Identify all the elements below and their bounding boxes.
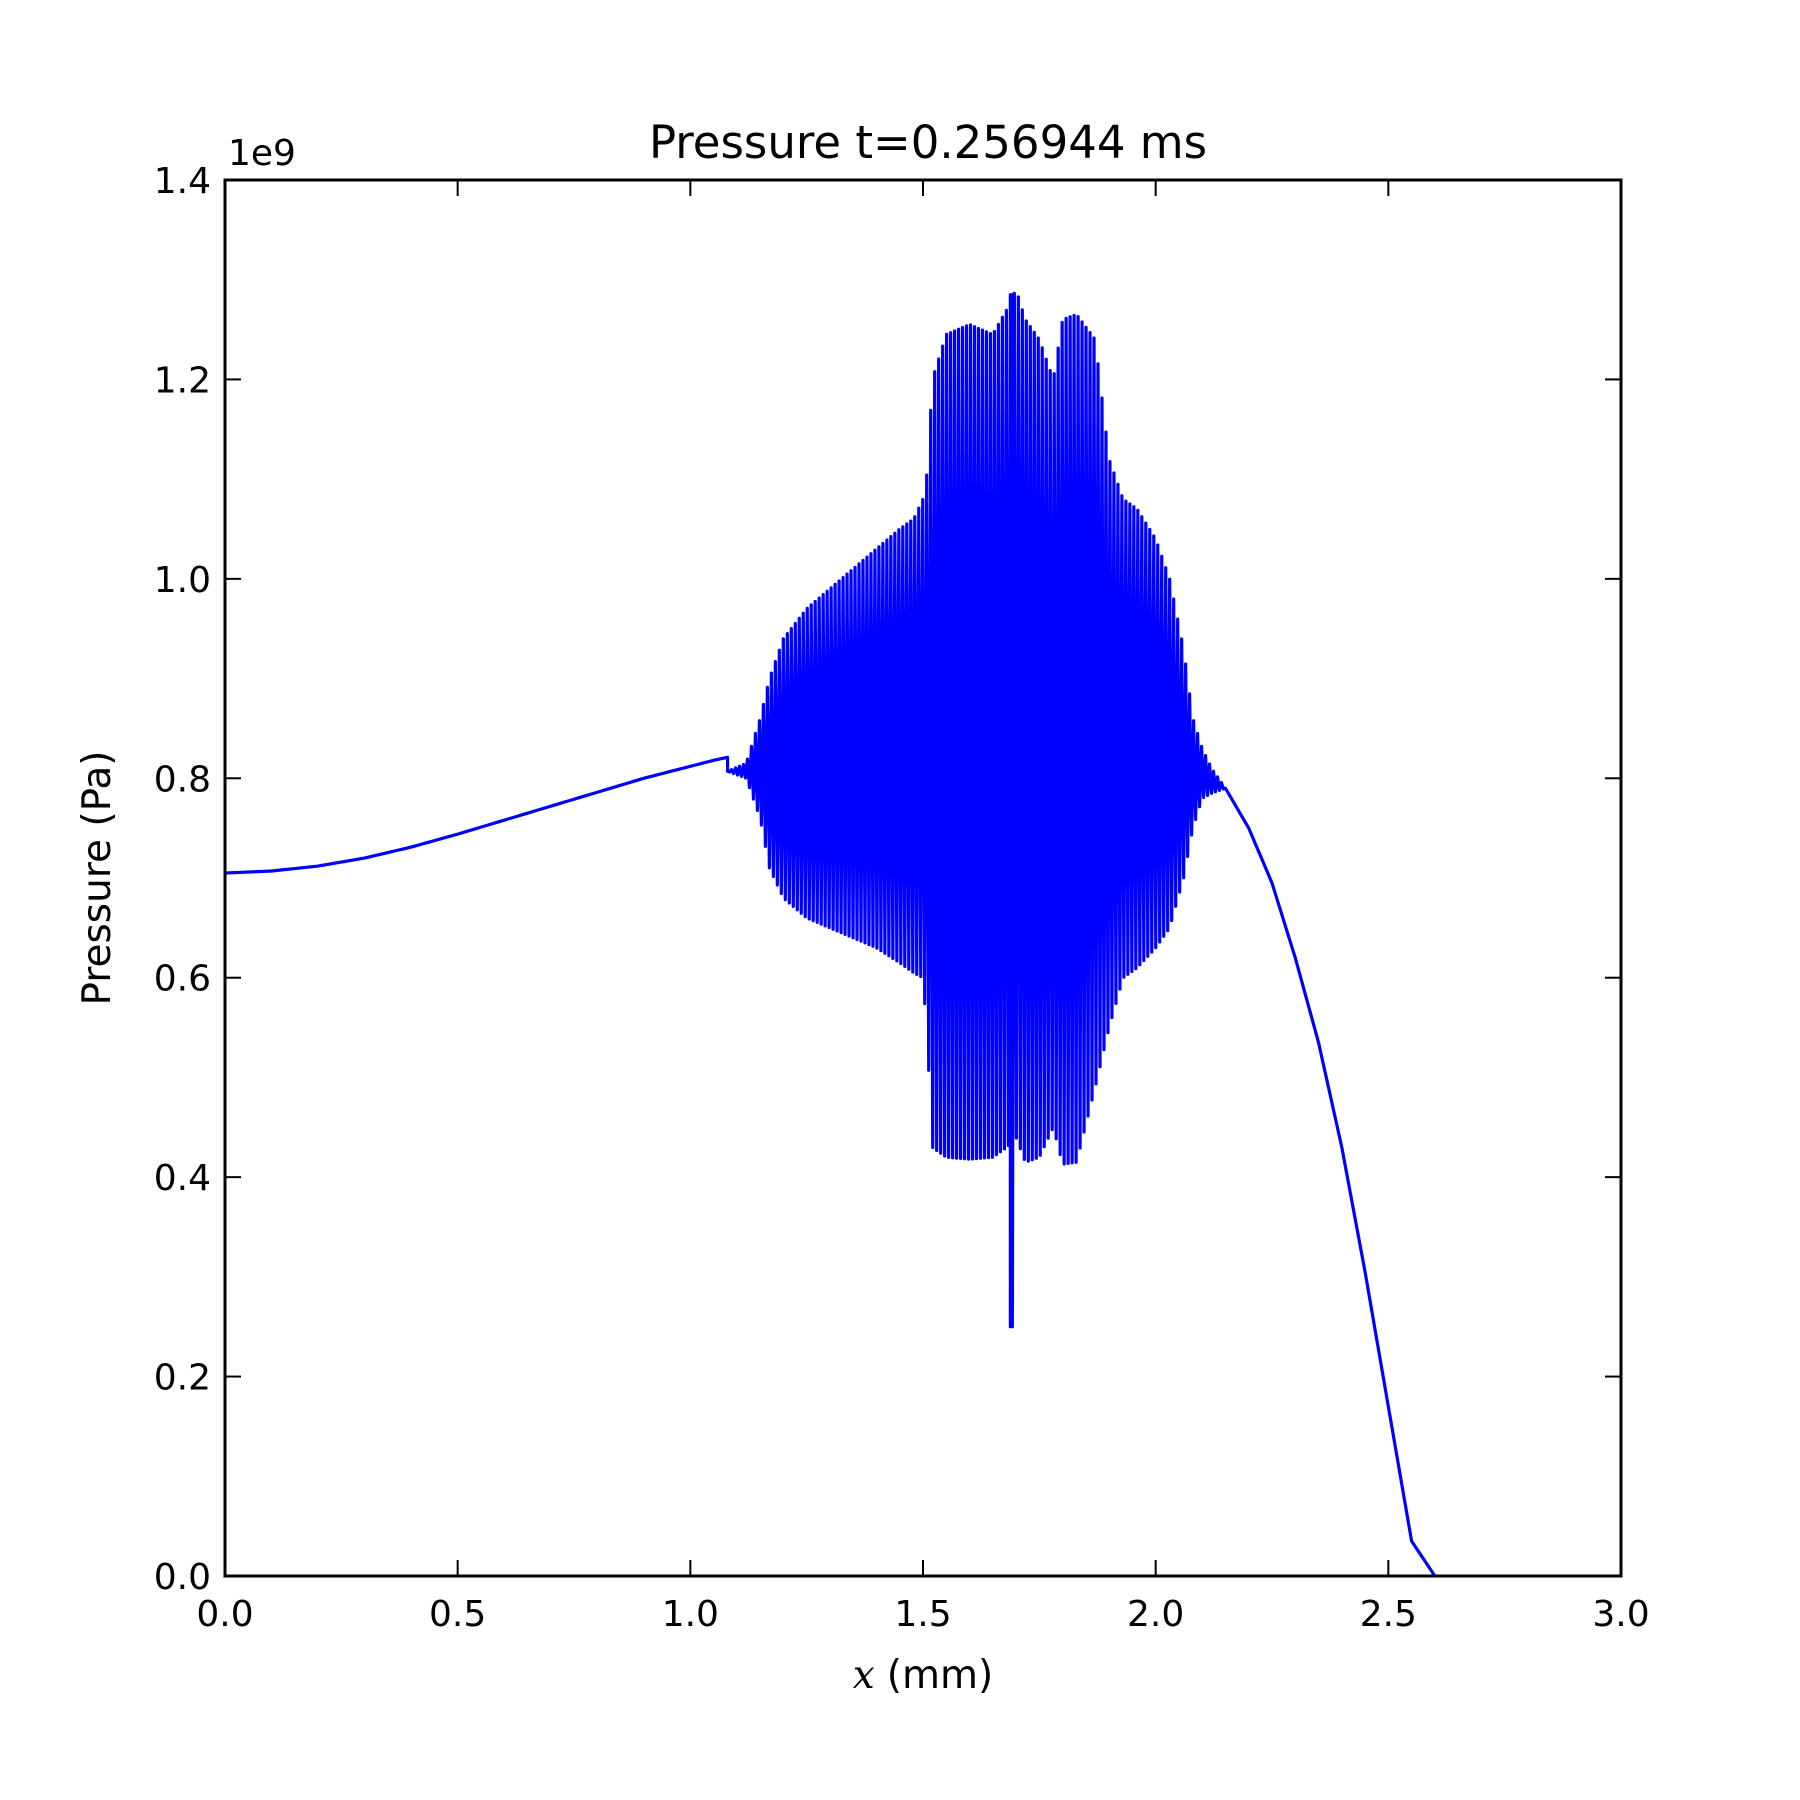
- x-tick-labels: 0.0 0.5 1.0 1.5 2.0 2.5 3.0: [196, 1594, 1649, 1635]
- pressure-series-line: [225, 291, 1438, 1576]
- y-tick-label: 0.4: [154, 1158, 211, 1199]
- chart-title: Pressure t=0.256944 ms: [649, 116, 1207, 169]
- x-tick-label: 0.5: [429, 1594, 486, 1635]
- y-tick-label: 0.8: [154, 759, 211, 800]
- plot-frame: [223, 178, 1623, 1578]
- y-axis-label: Pressure (Pa): [75, 750, 120, 1005]
- y-tick-label: 0.6: [154, 959, 211, 1000]
- x-axis-variable: x: [853, 1653, 875, 1698]
- x-tick-label: 2.5: [1360, 1594, 1417, 1635]
- x-axis-unit: (mm): [887, 1653, 993, 1698]
- y-tick-label: 0.0: [154, 1557, 211, 1598]
- x-tick-label: 1.5: [894, 1594, 951, 1635]
- y-tick-labels: 0.0 0.2 0.4 0.6 0.8 1.0 1.2 1.4: [154, 161, 211, 1598]
- x-tick-label: 1.0: [662, 1594, 719, 1635]
- y-tick-label: 0.2: [154, 1358, 211, 1399]
- y-tick-label: 1.0: [154, 560, 211, 601]
- x-axis-label: x (mm): [853, 1653, 993, 1698]
- x-tick-label: 3.0: [1592, 1594, 1649, 1635]
- y-axis-offset-text: 1e9: [228, 133, 296, 174]
- y-tick-label: 1.2: [154, 360, 211, 401]
- y-tick-label: 1.4: [154, 161, 211, 202]
- x-tick-label: 2.0: [1127, 1594, 1184, 1635]
- x-tick-label: 0.0: [196, 1594, 253, 1635]
- plot-area: [225, 291, 1438, 1576]
